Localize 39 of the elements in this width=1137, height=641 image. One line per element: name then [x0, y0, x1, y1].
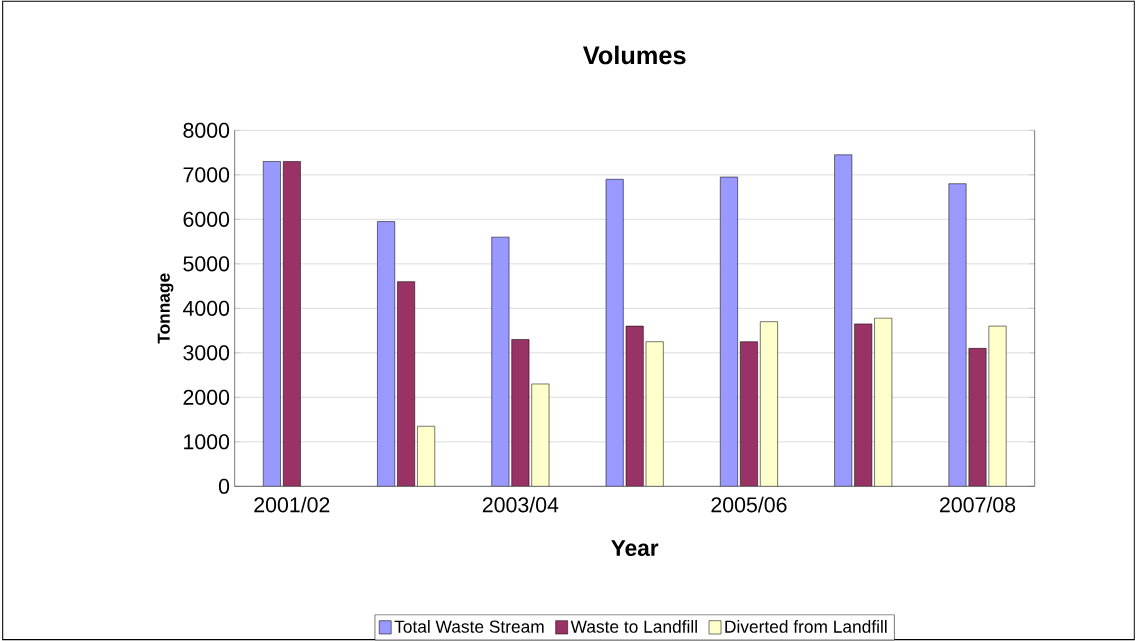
- bar: [606, 179, 624, 487]
- y-axis-title: Tonnage: [157, 273, 174, 344]
- chart-title: Volumes: [582, 45, 686, 65]
- y-tick-label: 6000: [183, 211, 230, 227]
- y-tick-label: 0: [218, 478, 230, 494]
- bar: [874, 318, 892, 487]
- y-tick-label: 4000: [182, 300, 230, 316]
- x-tick-label: 2003/04: [482, 496, 559, 513]
- bar: [491, 237, 510, 487]
- y-tick-label: 3000: [183, 345, 230, 361]
- y-tick-label: 7000: [183, 167, 230, 183]
- bar: [283, 161, 301, 487]
- bar: [988, 325, 1007, 487]
- bar: [646, 341, 664, 487]
- y-tick-label: 5000: [183, 256, 230, 272]
- x-tick-label: 2007/08: [940, 496, 1016, 513]
- bar: [263, 161, 281, 487]
- bar: [531, 383, 550, 487]
- bar: [948, 183, 967, 487]
- bar: [834, 154, 852, 487]
- bar: [760, 321, 778, 487]
- legend-label: Total Waste Stream: [394, 620, 544, 633]
- bar: [626, 326, 644, 487]
- bar: [417, 426, 435, 487]
- y-tick-label: 8000: [183, 122, 230, 138]
- bar: [854, 323, 872, 487]
- bar: [511, 339, 530, 487]
- legend-label: Diverted from Landfill: [725, 620, 887, 633]
- legend-label: Waste to Landfill: [570, 620, 697, 633]
- bar: [377, 221, 395, 487]
- x-tick-label: 2001/02: [254, 496, 330, 513]
- bar: [397, 281, 415, 487]
- bar: [968, 348, 987, 487]
- x-axis-title: Year: [611, 540, 659, 557]
- x-tick-label: 2005/06: [711, 496, 787, 513]
- y-tick-label: 2000: [183, 389, 230, 405]
- bar: [720, 177, 738, 487]
- y-tick-label: 1000: [184, 434, 230, 450]
- bar: [740, 341, 758, 487]
